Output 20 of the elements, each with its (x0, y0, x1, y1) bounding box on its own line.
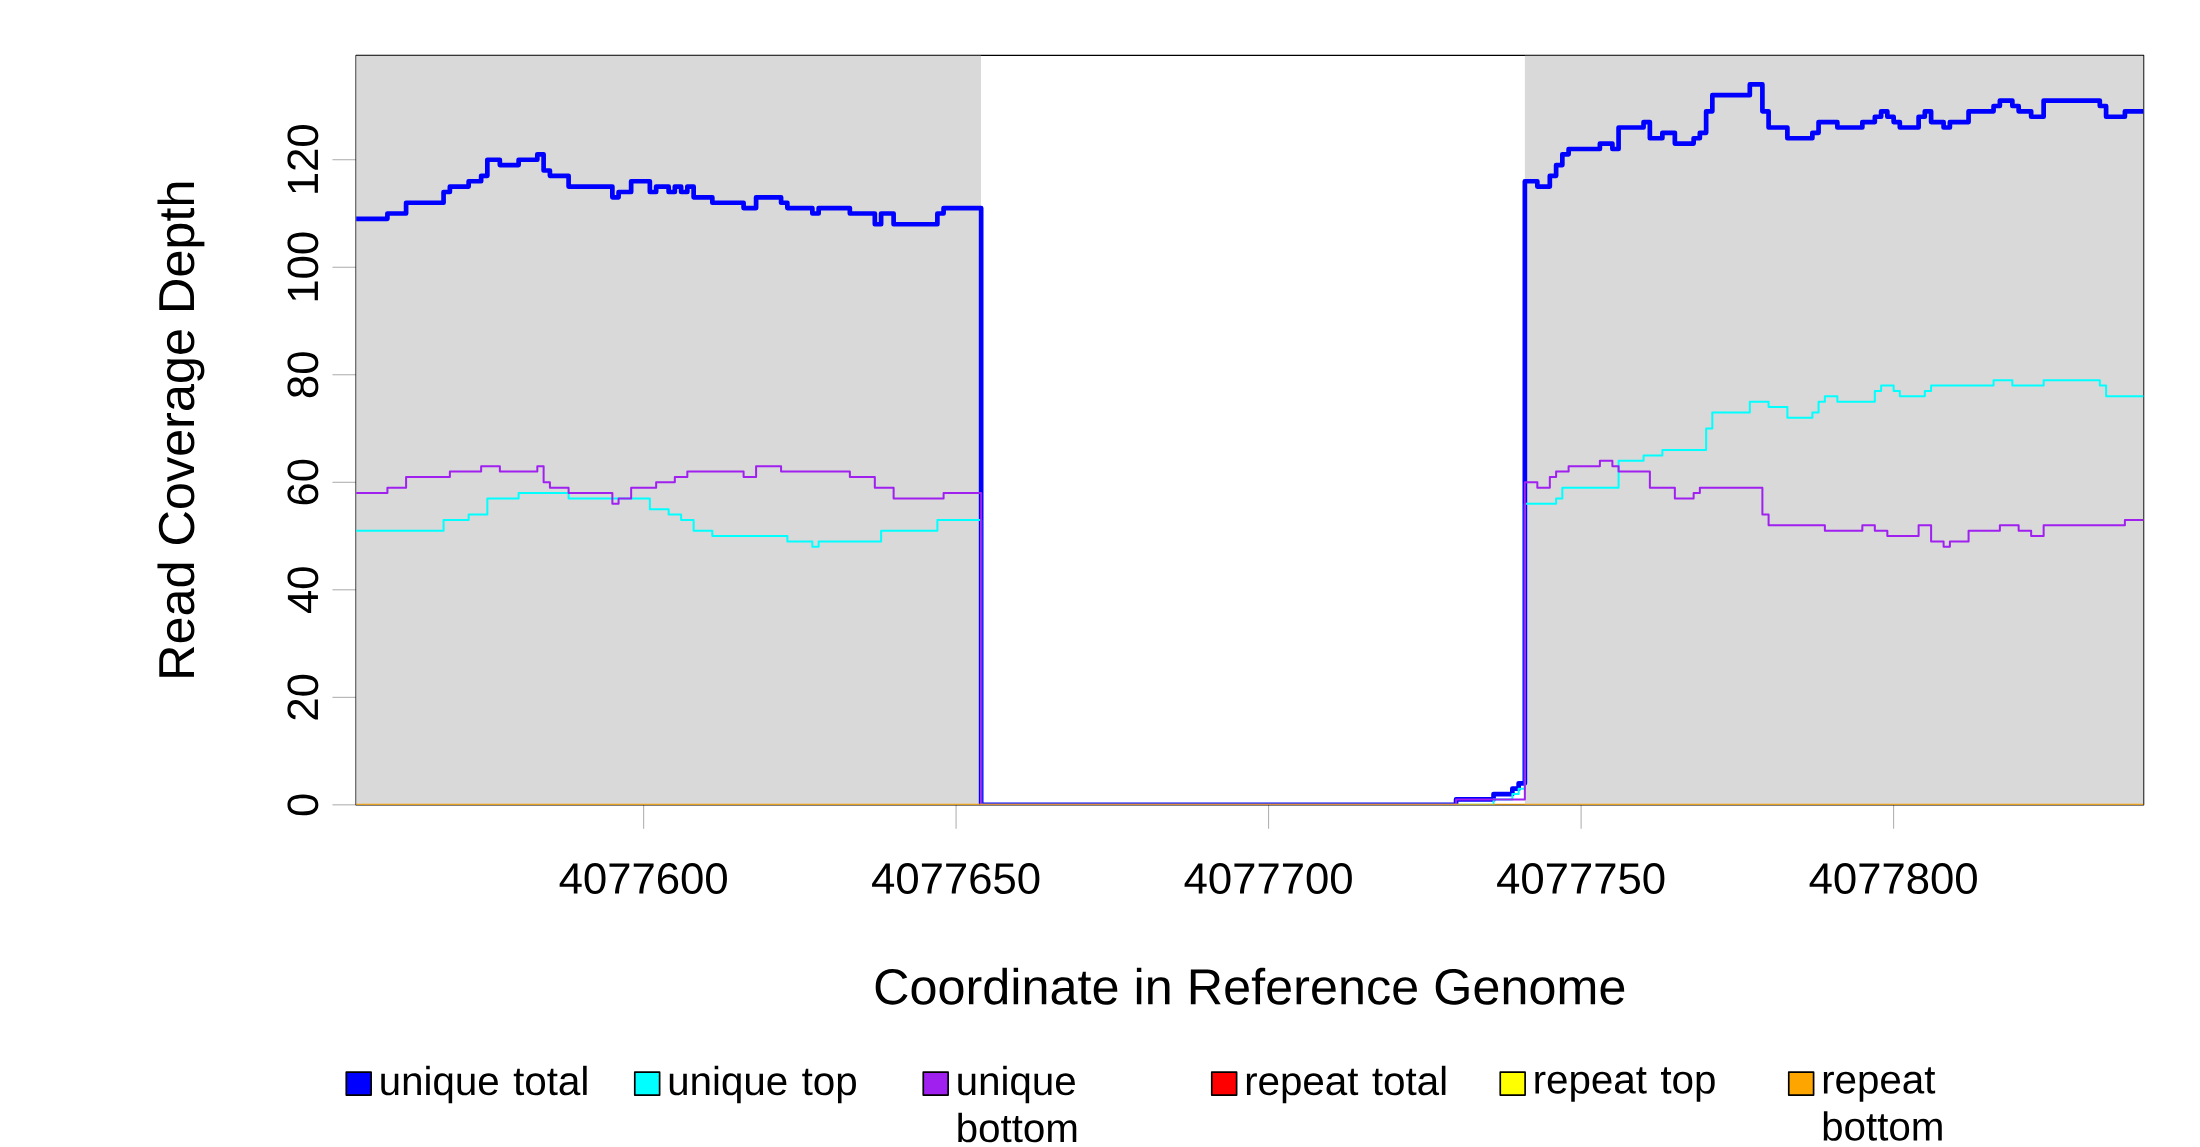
y-tick-label: 40 (287, 567, 319, 614)
x-tick-label: 4077750 (1497, 863, 1665, 894)
legend-label: repeat top (1535, 1067, 1715, 1102)
x-axis-title: Coordinate in Reference Genome (875, 967, 1625, 1005)
y-tick-label: 60 (287, 459, 319, 505)
legend-label: repeat bottom (1823, 1067, 1942, 1141)
legend-label: unique bottom (958, 1065, 1077, 1143)
y-tick-label: 20 (287, 674, 319, 720)
y-tick-label: 100 (287, 232, 319, 301)
y-tick-label: 120 (287, 124, 319, 193)
y-tick-label: 80 (287, 352, 319, 398)
x-tick-label: 4077700 (1184, 863, 1352, 894)
legend-label: unique top (669, 1065, 856, 1104)
x-tick-label: 4077600 (559, 863, 727, 894)
y-tick-label: 0 (287, 794, 319, 816)
x-tick-label: 4077800 (1809, 863, 1977, 894)
legend-label: unique total (381, 1065, 587, 1104)
x-tick-label: 4077650 (872, 863, 1040, 894)
y-axis-title: Read Coverage Depth (157, 182, 205, 677)
legend-label: repeat total (1246, 1065, 1446, 1104)
